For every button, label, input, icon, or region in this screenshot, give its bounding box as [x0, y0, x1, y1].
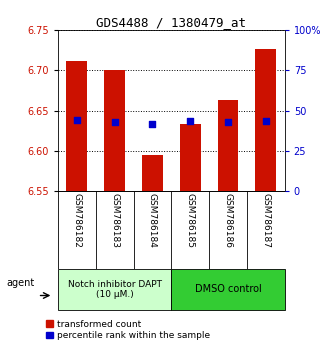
Point [263, 118, 268, 124]
Bar [180, 124, 201, 191]
Point [225, 119, 231, 125]
Bar [58, 269, 171, 310]
Title: GDS4488 / 1380479_at: GDS4488 / 1380479_at [96, 16, 246, 29]
Bar [171, 269, 285, 310]
Text: Notch inhibitor DAPT
(10 μM.): Notch inhibitor DAPT (10 μM.) [68, 280, 162, 299]
Point [112, 119, 117, 125]
Text: GSM786184: GSM786184 [148, 194, 157, 249]
Text: GSM786187: GSM786187 [261, 194, 270, 249]
Text: GSM786183: GSM786183 [110, 194, 119, 249]
Text: DMSO control: DMSO control [195, 284, 261, 295]
Point [150, 121, 155, 127]
Text: GSM786182: GSM786182 [72, 194, 81, 249]
Text: GSM786185: GSM786185 [186, 194, 195, 249]
Bar [142, 155, 163, 191]
Bar [256, 48, 276, 191]
Bar [217, 100, 238, 191]
Point [188, 118, 193, 124]
Bar [104, 70, 125, 191]
Text: agent: agent [7, 278, 35, 288]
Text: GSM786186: GSM786186 [223, 194, 232, 249]
Bar [67, 61, 87, 191]
Legend: transformed count, percentile rank within the sample: transformed count, percentile rank withi… [46, 320, 210, 341]
Point [74, 118, 79, 123]
